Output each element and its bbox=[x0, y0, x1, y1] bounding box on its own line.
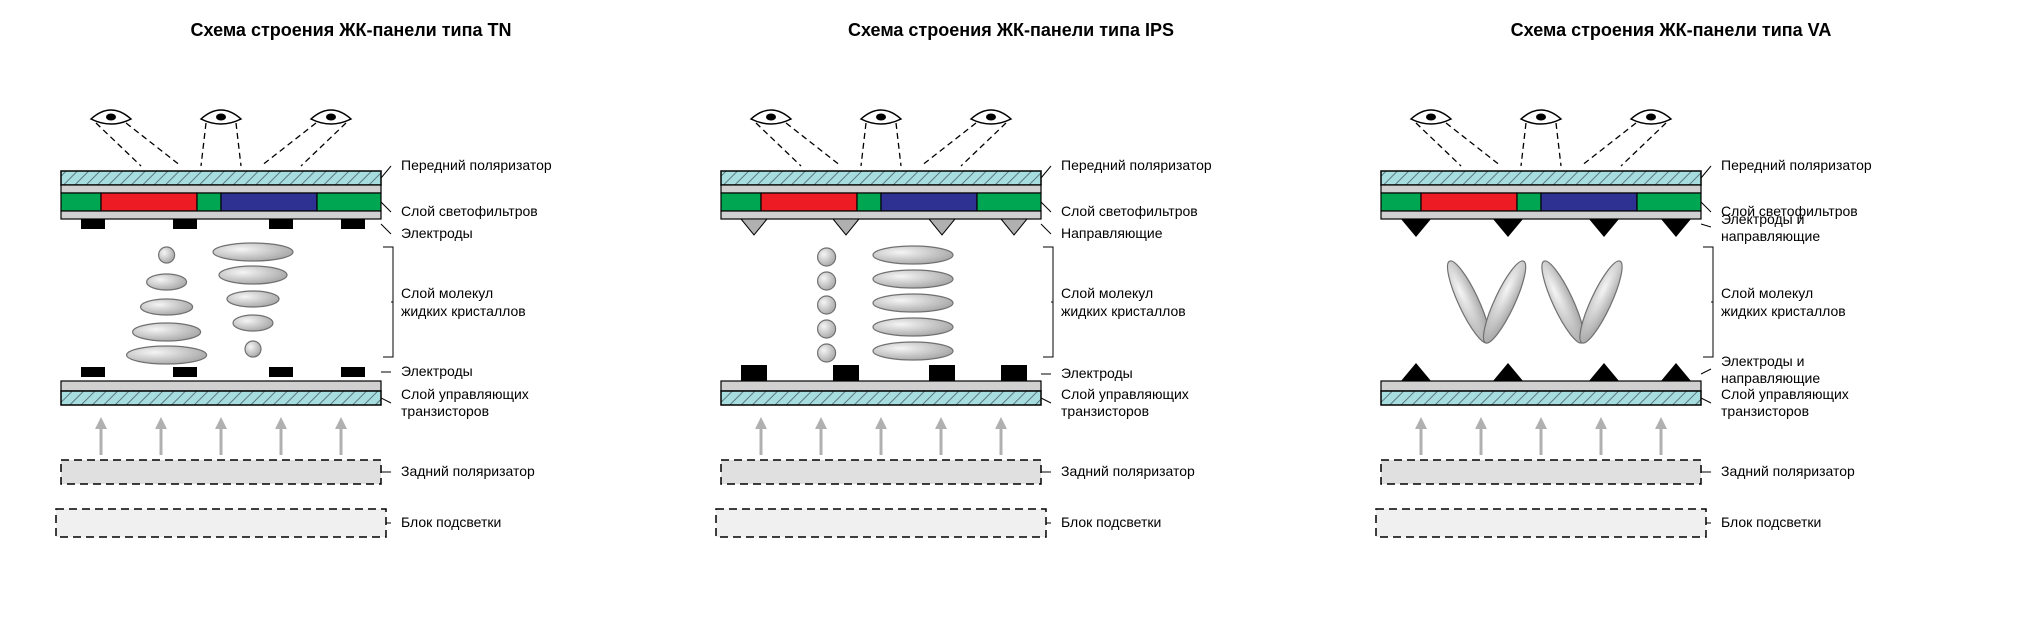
diagram-svg: Передний поляризатор Слой светофильтров На… bbox=[701, 71, 1321, 621]
panel-title: Схема строения ЖК-панели типа TN bbox=[41, 20, 661, 41]
svg-text:жидких кристаллов: жидких кристаллов bbox=[401, 303, 526, 319]
svg-text:Направляющие: Направляющие bbox=[1061, 225, 1163, 241]
svg-text:транзисторов: транзисторов bbox=[1721, 403, 1809, 419]
svg-text:Слой светофильтров: Слой светофильтров bbox=[401, 203, 538, 219]
svg-text:Передний поляризатор: Передний поляризатор bbox=[1061, 157, 1212, 173]
svg-text:Блок подсветки: Блок подсветки bbox=[401, 514, 501, 530]
svg-text:Передний поляризатор: Передний поляризатор bbox=[401, 157, 552, 173]
svg-text:транзисторов: транзисторов bbox=[1061, 403, 1149, 419]
svg-text:Задний поляризатор: Задний поляризатор bbox=[1061, 463, 1195, 479]
svg-text:Слой управляющих: Слой управляющих bbox=[1061, 386, 1189, 402]
svg-text:Электроды: Электроды bbox=[401, 363, 473, 379]
svg-text:Слой молекул: Слой молекул bbox=[1721, 285, 1813, 301]
diagram-svg: Передний поляризаторСлой светофильтровЭл… bbox=[1361, 71, 1981, 621]
svg-text:Слой светофильтров: Слой светофильтров bbox=[1061, 203, 1198, 219]
svg-text:транзисторов: транзисторов bbox=[401, 403, 489, 419]
svg-text:Слой молекул: Слой молекул bbox=[401, 285, 493, 301]
svg-text:Слой молекул: Слой молекул bbox=[1061, 285, 1153, 301]
svg-text:Электроды и: Электроды и bbox=[1721, 211, 1804, 227]
svg-text:направляющие: направляющие bbox=[1721, 228, 1820, 244]
svg-text:жидких кристаллов: жидких кристаллов bbox=[1721, 303, 1846, 319]
svg-text:Электроды: Электроды bbox=[401, 225, 473, 241]
svg-text:Электроды и: Электроды и bbox=[1721, 353, 1804, 369]
diagram-svg: Передний поляризатор Слой светофильтров Эл… bbox=[41, 71, 661, 621]
svg-text:направляющие: направляющие bbox=[1721, 370, 1820, 386]
svg-text:Задний поляризатор: Задний поляризатор bbox=[1721, 463, 1855, 479]
svg-text:Блок подсветки: Блок подсветки bbox=[1061, 514, 1161, 530]
svg-text:Слой управляющих: Слой управляющих bbox=[401, 386, 529, 402]
panel-title: Схема строения ЖК-панели типа IPS bbox=[701, 20, 1321, 41]
svg-text:Передний поляризатор: Передний поляризатор bbox=[1721, 157, 1872, 173]
svg-text:Задний поляризатор: Задний поляризатор bbox=[401, 463, 535, 479]
panel-title: Схема строения ЖК-панели типа VA bbox=[1361, 20, 1981, 41]
panel-va: Схема строения ЖК-панели типа VA Передний… bbox=[1361, 20, 1981, 621]
svg-text:Электроды: Электроды bbox=[1061, 365, 1133, 381]
panel-ips: Схема строения ЖК-панели типа IPS Передни… bbox=[701, 20, 1321, 621]
svg-text:Блок подсветки: Блок подсветки bbox=[1721, 514, 1821, 530]
panel-tn: Схема строения ЖК-панели типа TN Передний… bbox=[41, 20, 661, 621]
svg-text:жидких кристаллов: жидких кристаллов bbox=[1061, 303, 1186, 319]
svg-text:Слой управляющих: Слой управляющих bbox=[1721, 386, 1849, 402]
